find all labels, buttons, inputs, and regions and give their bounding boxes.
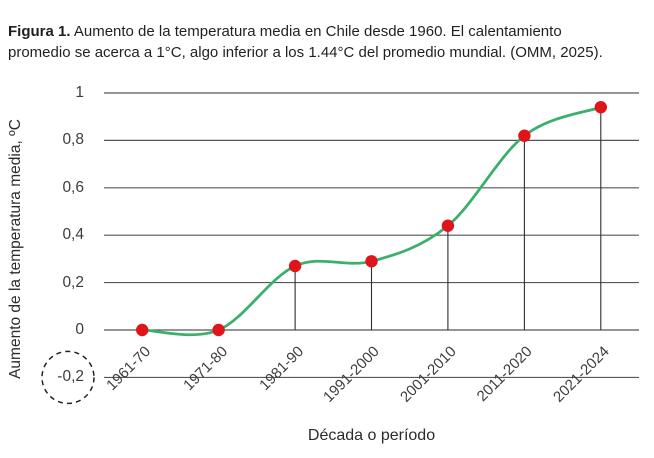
data-point-1971-80	[212, 323, 225, 337]
figure-caption-line1: Aumento de la temperatura media en Chile…	[70, 23, 562, 40]
data-point-1991-2000	[365, 255, 378, 268]
data-point-2001-2010	[441, 219, 455, 232]
y-axis-title: Aumento de la temperatura media, ºC	[7, 119, 24, 379]
y-tick-label-0,8: 0,8	[62, 131, 84, 148]
x-axis-title: Década o período	[307, 427, 436, 444]
y-tick-label-0,2: 0,2	[62, 274, 84, 291]
figure-caption-line2: promedio se acerca a 1°C, algo inferior …	[8, 44, 603, 61]
data-point-2011-2020	[518, 129, 531, 142]
y-tick-label-1: 1	[75, 84, 84, 101]
data-point-2021-2024	[594, 101, 607, 114]
y-tick-label-0,4: 0,4	[62, 226, 84, 243]
y-tick-label--0,2: -0,2	[57, 368, 84, 385]
dashed-circle-annotation	[41, 350, 95, 405]
data-point-1981-90	[288, 259, 302, 273]
figure-caption: Figura 1. Aumento de la temperatura medi…	[8, 21, 648, 63]
y-tick-label-0,6: 0,6	[62, 179, 84, 196]
data-point-1961-70	[136, 323, 149, 337]
figure-caption-label: Figura 1.	[8, 23, 71, 40]
y-tick-label-0: 0	[75, 321, 84, 338]
